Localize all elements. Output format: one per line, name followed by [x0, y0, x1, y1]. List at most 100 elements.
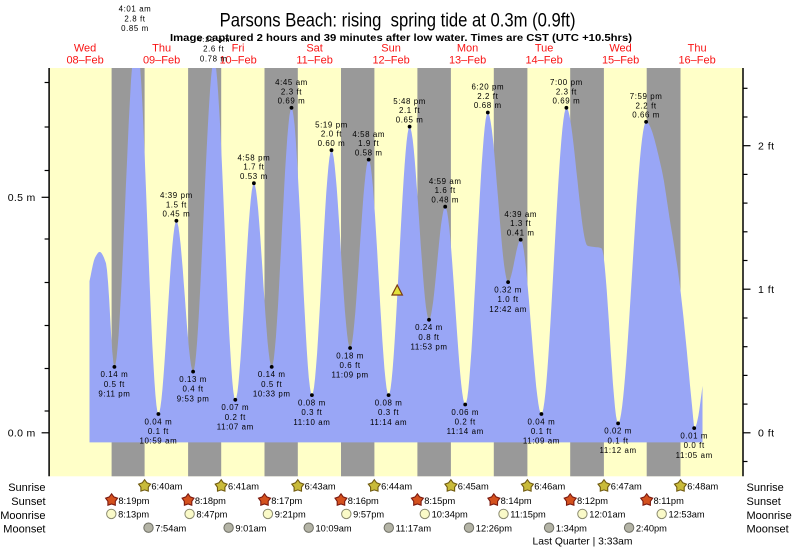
- svg-text:0.4 ft: 0.4 ft: [183, 385, 204, 394]
- svg-text:8:11pm: 8:11pm: [654, 496, 685, 506]
- svg-text:4:58 am: 4:58 am: [352, 130, 385, 139]
- svg-text:13–Feb: 13–Feb: [449, 55, 486, 67]
- svg-text:9:01am: 9:01am: [235, 523, 266, 533]
- svg-text:0.68 m: 0.68 m: [474, 101, 502, 110]
- svg-text:7:00 pm: 7:00 pm: [550, 78, 583, 87]
- svg-text:0.85 m: 0.85 m: [121, 24, 149, 33]
- svg-text:Sun: Sun: [381, 43, 401, 55]
- svg-text:Wed: Wed: [609, 43, 631, 55]
- svg-text:9:57pm: 9:57pm: [353, 510, 384, 520]
- svg-text:0.58 m: 0.58 m: [355, 148, 383, 157]
- svg-text:15–Feb: 15–Feb: [602, 55, 639, 67]
- svg-text:Moonrise: Moonrise: [747, 510, 792, 522]
- svg-text:0.78 m: 0.78 m: [200, 54, 228, 63]
- svg-text:4:39 pm: 4:39 pm: [160, 191, 193, 200]
- svg-text:0.6 ft: 0.6 ft: [340, 361, 361, 370]
- svg-text:0 ft: 0 ft: [758, 428, 775, 440]
- svg-text:Moonset: Moonset: [3, 524, 45, 536]
- svg-text:9:21pm: 9:21pm: [275, 510, 306, 520]
- svg-text:0.48 m: 0.48 m: [431, 195, 459, 204]
- svg-text:0.69 m: 0.69 m: [553, 97, 581, 106]
- svg-text:6:44am: 6:44am: [381, 482, 412, 492]
- svg-text:11:12 am: 11:12 am: [600, 446, 637, 455]
- svg-text:0.24 m: 0.24 m: [415, 323, 443, 332]
- svg-text:2.3 ft: 2.3 ft: [281, 87, 302, 96]
- svg-text:9:53 pm: 9:53 pm: [177, 394, 210, 403]
- svg-text:4:58 pm: 4:58 pm: [238, 153, 271, 162]
- svg-text:11:53 pm: 11:53 pm: [410, 343, 447, 352]
- svg-text:11:10 am: 11:10 am: [293, 418, 330, 427]
- svg-text:10:59 am: 10:59 am: [140, 437, 178, 446]
- svg-text:4:59 am: 4:59 am: [429, 177, 462, 186]
- svg-text:Sunset: Sunset: [747, 496, 781, 508]
- svg-text:8:19pm: 8:19pm: [118, 496, 149, 506]
- svg-text:1.7 ft: 1.7 ft: [243, 163, 264, 172]
- svg-text:10:09am: 10:09am: [316, 523, 352, 533]
- svg-text:Thu: Thu: [688, 43, 707, 55]
- svg-text:Wed: Wed: [74, 43, 96, 55]
- svg-text:2.1 ft: 2.1 ft: [399, 106, 420, 115]
- svg-text:0.06 m: 0.06 m: [451, 408, 479, 417]
- svg-text:2.6 ft: 2.6 ft: [203, 45, 224, 54]
- svg-text:0.04 m: 0.04 m: [528, 417, 556, 426]
- svg-text:2.2 ft: 2.2 ft: [636, 101, 657, 110]
- svg-text:0.14 m: 0.14 m: [258, 370, 286, 379]
- svg-text:1.6 ft: 1.6 ft: [435, 186, 456, 195]
- svg-text:11–Feb: 11–Feb: [296, 55, 333, 67]
- svg-text:8:12pm: 8:12pm: [577, 496, 608, 506]
- svg-text:0.32 m: 0.32 m: [494, 285, 522, 294]
- svg-text:0.5 ft: 0.5 ft: [104, 380, 125, 389]
- svg-text:1.3 ft: 1.3 ft: [510, 219, 531, 228]
- svg-text:8:17pm: 8:17pm: [271, 496, 302, 506]
- svg-text:Sunrise: Sunrise: [8, 482, 45, 494]
- svg-text:0.2 ft: 0.2 ft: [455, 418, 476, 427]
- svg-text:0.04 m: 0.04 m: [145, 417, 173, 426]
- svg-text:08–Feb: 08–Feb: [66, 55, 103, 67]
- svg-text:0.3 ft: 0.3 ft: [378, 408, 399, 417]
- svg-text:5:48 pm: 5:48 pm: [393, 97, 426, 106]
- svg-text:5:19 pm: 5:19 pm: [315, 120, 348, 129]
- svg-text:1 ft: 1 ft: [758, 284, 775, 296]
- svg-text:11:09 pm: 11:09 pm: [332, 371, 369, 380]
- svg-text:6:40am: 6:40am: [151, 482, 182, 492]
- svg-text:0.2 ft: 0.2 ft: [225, 413, 246, 422]
- svg-text:Image captured 2 hours and 39: Image captured 2 hours and 39 minutes af…: [170, 33, 632, 44]
- svg-text:6:48am: 6:48am: [687, 482, 718, 492]
- svg-text:0.66 m: 0.66 m: [632, 111, 660, 120]
- svg-text:4:45 am: 4:45 am: [275, 78, 308, 87]
- svg-text:0.18 m: 0.18 m: [336, 351, 364, 360]
- svg-text:1.9 ft: 1.9 ft: [358, 139, 379, 148]
- svg-text:1.0 ft: 1.0 ft: [498, 295, 519, 304]
- svg-text:0.02 m: 0.02 m: [604, 427, 632, 436]
- svg-text:09–Feb: 09–Feb: [143, 55, 180, 67]
- svg-text:0.1 ft: 0.1 ft: [531, 427, 552, 436]
- svg-text:0.13 m: 0.13 m: [179, 375, 207, 384]
- svg-text:Moonrise: Moonrise: [0, 510, 45, 522]
- svg-text:8:14pm: 8:14pm: [501, 496, 532, 506]
- svg-text:Mon: Mon: [457, 43, 478, 55]
- svg-text:2 ft: 2 ft: [758, 141, 775, 153]
- svg-text:Moonset: Moonset: [747, 524, 789, 536]
- svg-text:6:47am: 6:47am: [611, 482, 642, 492]
- svg-text:16–Feb: 16–Feb: [678, 55, 715, 67]
- svg-text:7:59 pm: 7:59 pm: [630, 92, 663, 101]
- svg-text:1.5 ft: 1.5 ft: [166, 200, 187, 209]
- svg-text:0.01 m: 0.01 m: [680, 431, 708, 440]
- svg-text:Sunset: Sunset: [11, 496, 45, 508]
- svg-text:11:15pm: 11:15pm: [510, 510, 546, 520]
- svg-text:11:14 am: 11:14 am: [370, 418, 407, 427]
- svg-text:4:39 am: 4:39 am: [504, 210, 537, 219]
- svg-text:Parsons Beach: rising spring: Parsons Beach: rising spring tide at 0.3…: [220, 10, 576, 32]
- svg-text:0.41 m: 0.41 m: [507, 228, 535, 237]
- svg-text:6:41am: 6:41am: [228, 482, 259, 492]
- svg-text:8:13pm: 8:13pm: [118, 510, 149, 520]
- svg-text:1:34pm: 1:34pm: [556, 523, 587, 533]
- svg-text:8:16pm: 8:16pm: [348, 496, 379, 506]
- svg-text:0.1 ft: 0.1 ft: [608, 436, 629, 445]
- svg-text:11:09 am: 11:09 am: [523, 437, 560, 446]
- svg-text:14–Feb: 14–Feb: [525, 55, 562, 67]
- svg-text:0.1 ft: 0.1 ft: [148, 427, 169, 436]
- svg-text:2.8 ft: 2.8 ft: [124, 14, 145, 23]
- svg-text:12–Feb: 12–Feb: [372, 55, 409, 67]
- svg-text:6:45am: 6:45am: [458, 482, 489, 492]
